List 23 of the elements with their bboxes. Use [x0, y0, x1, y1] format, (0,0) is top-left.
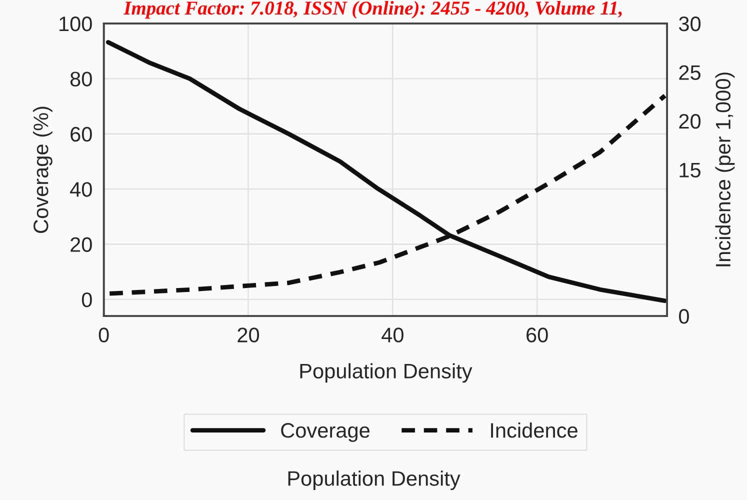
x-tick-label: 60	[526, 328, 548, 342]
y2-tick-label: 15	[680, 162, 700, 178]
y-tick-label: 80	[70, 72, 92, 86]
y-tick-label: 40	[70, 182, 92, 197]
line-series	[106, 40, 668, 304]
y2-axis-title: Incidence (per 1,000)	[715, 72, 735, 266]
y-axis-title: Coverage (%)	[32, 106, 52, 233]
y-tick-label: 20	[70, 237, 92, 252]
x-tick-label: 20	[238, 328, 260, 342]
y2-tick-label: 20	[679, 114, 701, 129]
y2-tick-label: 25	[679, 65, 700, 80]
y-tick-label: 0	[82, 292, 92, 308]
legend-label: Coverage	[281, 423, 370, 442]
text: Impact Factor: 7.018, ISSN (Online): 2455 - 4200, Volume 11,	[123, 1, 622, 19]
x-tick-label: 0	[98, 328, 109, 342]
x-tick-label: 40	[382, 328, 404, 342]
y-tick-label: 100	[60, 16, 92, 32]
text: Population Density	[288, 470, 460, 490]
y2-tick-label: 0	[678, 309, 689, 324]
y-tick-label: 60	[70, 126, 92, 142]
x-axis-title: Population Density	[300, 363, 472, 383]
legend-label: Incidence	[491, 422, 578, 438]
y2-tick-label: 30	[678, 16, 701, 32]
